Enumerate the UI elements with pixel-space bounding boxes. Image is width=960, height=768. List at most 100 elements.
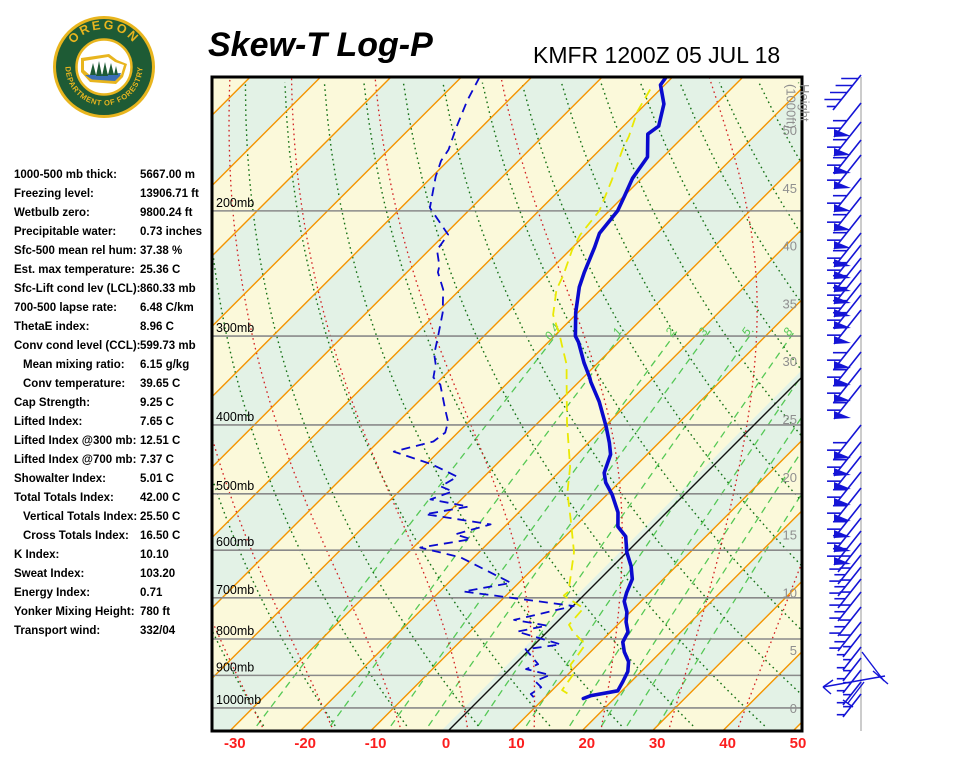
wind-barb — [829, 591, 862, 622]
wind-barb — [827, 517, 862, 553]
isotherm-line — [212, 87, 802, 680]
stat-row: Total Totals Index: 42.00 C — [0, 489, 212, 508]
stat-row: Cross Totals Index: 16.50 C — [0, 527, 212, 546]
pressure-label: 800mb — [216, 624, 254, 638]
stat-label: Sfc-500 mean rel hum: — [14, 245, 137, 257]
temp-axis-label: 10 — [508, 735, 525, 752]
stat-label: Total Totals Index: — [14, 492, 114, 504]
mixing-ratio-line — [569, 374, 802, 727]
isotherm-line — [792, 721, 802, 731]
stat-row: Transport wind: 332/04 — [0, 622, 212, 641]
stat-value: 5667.00 m — [140, 169, 195, 181]
wind-barb — [827, 232, 862, 268]
wind-barb — [827, 424, 862, 460]
height-label: 5 — [790, 643, 797, 658]
wind-barb — [827, 487, 862, 523]
stat-value: 10.10 — [140, 549, 169, 561]
mixing-ratio-line — [329, 330, 625, 727]
temp-axis-label: -30 — [224, 735, 246, 752]
pressure-label: 900mb — [216, 660, 254, 674]
surface-wind-barb-segment — [822, 679, 834, 688]
stat-value: 9.25 C — [140, 397, 174, 409]
mixing-ratio-line — [427, 330, 711, 727]
stat-label: ThetaE index: — [14, 321, 90, 333]
stat-label: Conv cond level (CCL): — [14, 340, 141, 352]
stat-row: Mean mixing ratio: 6.15 g/kg — [0, 356, 212, 375]
stat-label: 1000-500 mb thick: — [14, 169, 117, 181]
stat-row: Conv cond level (CCL): 599.73 mb — [0, 337, 212, 356]
wind-barb-pennant — [834, 498, 851, 506]
stat-row: Freezing level: 13906.71 ft — [0, 185, 212, 204]
pressure-label: 700mb — [216, 583, 254, 597]
dry-adiabat-line — [560, 82, 802, 503]
height-label: 30 — [783, 354, 797, 369]
stat-row: Energy Index: 0.71 — [0, 584, 212, 603]
wind-barb — [829, 554, 862, 585]
chart-body: 0.4 1 2 3 5 8 — [212, 77, 960, 731]
stat-row: Est. max temperature: 25.36 C — [0, 261, 212, 280]
dewpoint-profile — [392, 77, 575, 700]
mixing-ratio-line — [601, 415, 802, 727]
stat-label: K Index: — [14, 549, 60, 561]
stat-value: 7.65 C — [140, 416, 174, 428]
stat-value: 42.00 C — [140, 492, 181, 504]
stat-value: 0.73 inches — [140, 226, 203, 238]
dry-adiabat-line — [600, 82, 802, 438]
wind-barb-pennant — [834, 378, 851, 386]
stat-row: Sfc-500 mean rel hum: 37.38 % — [0, 242, 212, 261]
height-label: 0 — [790, 701, 797, 716]
isotherm-line — [581, 509, 802, 731]
isotherm-band — [793, 722, 802, 731]
surface-wind-barb-segment — [842, 699, 854, 708]
temp-axis-label: -10 — [365, 735, 387, 752]
wind-barb-pennant — [834, 336, 851, 344]
surface-wind-barb-segment — [822, 686, 832, 695]
dry-adiabat-line — [797, 82, 802, 91]
stat-value: 8.96 C — [140, 321, 174, 333]
wind-barb — [829, 606, 862, 637]
height-label: 50 — [783, 123, 797, 138]
dry-adiabat-line — [877, 83, 960, 726]
stat-label: Sweat Index: — [14, 568, 85, 580]
stat-label: Conv temperature: — [23, 378, 126, 390]
stat-row: Lifted Index @700 mb: 7.37 C — [0, 451, 212, 470]
height-label: 25 — [783, 412, 797, 427]
wind-barb — [827, 309, 862, 345]
dry-adiabat-line — [838, 83, 960, 726]
freezing-isotherm-line — [447, 376, 802, 731]
isotherm-line — [229, 157, 802, 731]
wind-barb — [827, 102, 862, 138]
mixing-ratio-line — [256, 330, 561, 727]
stat-row: Lifted Index @300 mb: 12.51 C — [0, 432, 212, 451]
wind-barb — [829, 578, 862, 609]
stat-value: 12.51 C — [140, 435, 181, 447]
stat-value: 37.38 % — [140, 245, 183, 257]
isotherm-line — [651, 580, 802, 731]
stat-row: Precipitable water: 0.73 inches — [0, 223, 212, 242]
stat-row: 1000-500 mb thick: 5667.00 m — [0, 166, 212, 185]
stat-row: Lifted Index: 7.65 C — [0, 413, 212, 432]
chart-frame — [210, 75, 804, 733]
stat-value: 5.01 C — [140, 473, 174, 485]
wind-barb — [827, 139, 862, 175]
isotherm-line — [510, 439, 802, 731]
temp-axis-label: -20 — [294, 735, 316, 752]
stat-row: Wetbulb zero: 9800.24 ft — [0, 204, 212, 223]
pressure-label: 600mb — [216, 535, 254, 549]
stat-value: 860.33 mb — [140, 283, 196, 295]
stat-value: 103.20 — [140, 568, 176, 580]
isotherm-line — [212, 77, 674, 539]
wind-barb — [836, 633, 862, 658]
dry-adiabat-line — [917, 83, 960, 726]
stat-value: 0.71 — [140, 587, 163, 599]
stat-row: Yonker Mixing Height: 780 ft — [0, 603, 212, 622]
stat-row: Showalter Index: 5.01 C — [0, 470, 212, 489]
isotherm-line — [212, 77, 744, 609]
wind-barb-pennant — [834, 482, 851, 490]
stat-label: 700-500 lapse rate: — [14, 302, 117, 314]
stat-value: 6.48 C/km — [140, 302, 194, 314]
surface-wind-barb-segment — [847, 681, 865, 704]
isotherm-line — [212, 77, 603, 469]
